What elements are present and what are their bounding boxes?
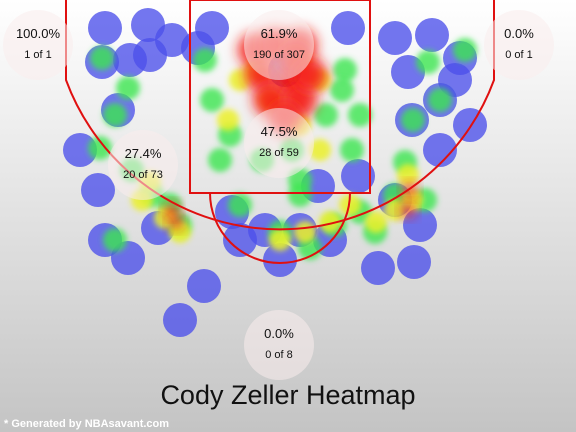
density-spot-mid [333,58,357,82]
density-spot-mid [401,108,425,132]
density-spot-high [294,221,316,243]
density-spot-mid [428,88,452,112]
three-point-line [65,0,495,231]
density-spot-peak [165,203,179,217]
density-spot-low [453,108,487,142]
chart-title: Cody Zeller Heatmap [160,380,416,410]
density-spot-low [415,18,449,52]
density-spot-mid [208,148,232,172]
density-spot-mid [348,103,372,127]
zone-label-paint-non-ra: 47.5% 28 of 59 [244,108,314,178]
density-spot-mid [193,48,217,72]
paint-box [189,0,371,194]
density-spot-low [331,11,365,45]
zone-pct: 100.0% [15,26,61,41]
density-spot-mid [228,193,252,217]
zone-pct: 0.0% [264,326,294,341]
density-spot-high [217,109,239,131]
free-throw-circle [209,192,351,264]
density-spot-low [155,23,189,57]
density-spot-high [397,164,419,186]
zone-count: 28 of 59 [259,147,299,159]
zone-pct: 47.5% [260,124,298,139]
density-spot-low [163,303,197,337]
zone-label-above-break-3: 0.0% 0 of 8 [244,310,314,380]
density-spot-low [423,133,457,167]
zone-count: 1 of 1 [24,49,52,61]
density-spot-low [403,208,437,242]
zone-count: 0 of 1 [505,49,533,61]
density-spot-low [361,251,395,285]
zone-label-left-mid-range: 27.4% 20 of 73 [108,130,178,200]
zone-count: 190 of 307 [253,49,305,61]
zone-pct: 27.4% [124,146,162,161]
density-spot-mid [200,88,224,112]
density-spot-mid [330,78,354,102]
density-spot-low [438,63,472,97]
density-spot-low [378,21,412,55]
density-spot-low [187,269,221,303]
density-spot-low [63,133,97,167]
density-spot-low [81,173,115,207]
density-spot-mid [314,103,338,127]
density-spot-high [309,139,331,161]
footer-credit: * Generated by NBAsavant.com [4,418,170,430]
density-spot-mid [88,136,112,160]
density-spot-high [365,211,387,233]
zone-pct: 0.0% [504,26,534,41]
density-spot-low [341,159,375,193]
density-spot-mid [340,138,364,162]
density-spot-high [269,229,291,251]
density-spot-mid [103,103,127,127]
density-spot-peak [169,215,183,229]
zone-label-right-corner-3: 0.0% 0 of 1 [484,10,554,80]
density-spot-high [319,211,341,233]
density-spot-mid [116,76,140,100]
density-spot-high [384,199,406,221]
density-spot-mid [453,38,477,62]
density-spot-mid [416,50,440,74]
density-spot-peak [401,203,415,217]
zone-pct: 61.9% [260,26,298,41]
density-spot-mid [103,228,127,252]
zone-label-restricted-area: 61.9% 190 of 307 [244,10,314,80]
zone-count: 0 of 8 [265,349,293,361]
density-spot-mid [90,46,114,70]
density-spot-low [195,11,229,45]
density-low-layer [63,8,487,337]
zone-label-left-corner-3: 100.0% 1 of 1 [3,10,73,80]
zone-count: 20 of 73 [123,169,163,181]
court-lines [65,0,495,264]
density-spot-low [88,11,122,45]
density-spot-low [263,243,297,277]
density-spot-low [397,245,431,279]
